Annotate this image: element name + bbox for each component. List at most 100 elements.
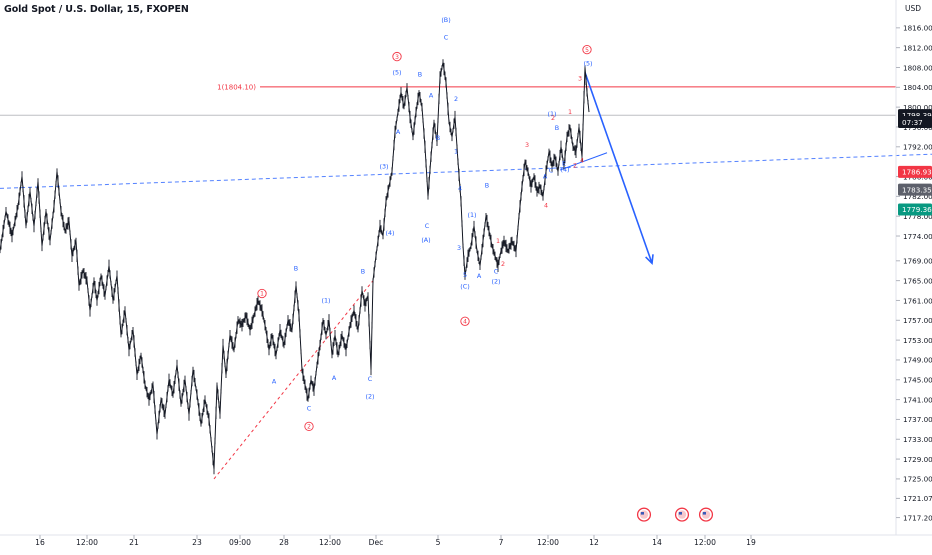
price-axis-label: 1749.00	[903, 356, 932, 365]
wave-label: (5)	[583, 60, 592, 68]
price-axis-label: 1757.00	[903, 316, 932, 325]
price-axis-label: 1808.00	[903, 63, 932, 72]
wave-label: 1	[496, 237, 500, 245]
wave-label: A	[272, 378, 277, 386]
wave-label: E	[562, 160, 566, 168]
wave-label: (1)	[321, 296, 330, 304]
wave-label: B	[294, 265, 298, 273]
wave-label: B	[361, 268, 365, 276]
wave-label: 2	[551, 114, 555, 122]
time-axis-label: 23	[192, 538, 202, 547]
price-axis-label: 1741.00	[903, 395, 932, 404]
wave-label: 5	[463, 271, 467, 279]
time-axis-label: 12	[589, 538, 599, 547]
price-axis-label: 1745.00	[903, 376, 932, 385]
price-badge	[898, 203, 932, 216]
projection-arrow-head	[645, 254, 654, 266]
time-axis-label: 14	[652, 538, 662, 547]
wave-label: C	[425, 222, 430, 230]
wave-label: 4	[580, 157, 584, 165]
price-axis-label: 1804.00	[903, 83, 932, 92]
price-axis-label: 1733.00	[903, 435, 932, 444]
wave-label: C	[368, 375, 373, 383]
circled-wave-label: 4	[463, 318, 467, 325]
wave-label: 1	[454, 148, 458, 156]
price-badge-label: 1783.35	[902, 185, 932, 194]
price-axis-label: 1778.00	[903, 212, 932, 221]
time-axis-label: 12:00	[537, 538, 559, 547]
wave-label: 2	[573, 162, 577, 170]
wave-label: B	[436, 134, 440, 142]
price-axis-label: 1725.00	[903, 475, 932, 484]
price-axis-label: 1753.00	[903, 336, 932, 345]
wave-label: (4)	[385, 229, 394, 237]
wave-label: C	[444, 34, 449, 42]
wave-label: C	[494, 268, 499, 276]
wave-label: 4	[458, 184, 462, 192]
wave-label: 2	[454, 95, 458, 103]
time-axis-label: 16	[35, 538, 45, 547]
wave-label: 3	[457, 244, 461, 252]
time-axis-label: 7	[499, 538, 504, 547]
price-badge-label: 07:37	[902, 118, 923, 127]
circled-wave-marker	[257, 288, 267, 299]
time-axis-label: Dec	[369, 538, 384, 547]
wave-label: B	[555, 124, 559, 132]
price-axis-label: 1800.00	[903, 103, 932, 112]
drawing-layer: 1(1804.10)	[0, 72, 932, 480]
price-badge	[898, 165, 932, 178]
wave-label: 2	[501, 260, 505, 268]
wave-label: 3	[578, 74, 582, 82]
resistance-line-label: 1(1804.10)	[217, 84, 256, 92]
price-axis-label: 1729.00	[903, 455, 932, 464]
wave-label: (4)	[560, 166, 569, 174]
price-axis-label: 1812.00	[903, 43, 932, 52]
wave-label: A	[477, 272, 482, 280]
wave-label: A	[396, 128, 401, 136]
time-axis[interactable]: 16 12:00 21 23 09:00 28 12:00 Dec 5 7 12:00 12 14 12:…	[35, 535, 756, 547]
blue-dashed-trendline	[0, 153, 932, 189]
time-axis-label: 12:00	[319, 538, 341, 547]
time-axis-label: 12:00	[76, 538, 98, 547]
price-axis-label: 1816.00	[903, 24, 932, 33]
circled-wave-label: 3	[395, 54, 399, 61]
time-axis-label: 19	[746, 538, 756, 547]
circled-wave-label: 5	[585, 47, 589, 54]
price-axis-label: 1737.00	[903, 415, 932, 424]
time-axis-label: 5	[436, 538, 441, 547]
time-axis-label: 21	[129, 538, 139, 547]
wave-label: (C)	[460, 283, 469, 291]
red-dashed-support-line	[213, 280, 374, 480]
wave-label: (3)	[379, 163, 388, 171]
price-axis-label: 1792.00	[903, 143, 932, 152]
wave-label: C	[549, 167, 554, 175]
economic-event-icon-canton	[702, 511, 706, 515]
price-axis-label: 1774.00	[903, 232, 932, 241]
price-badge	[898, 116, 932, 129]
wave-label: (2)	[491, 278, 500, 286]
wave-label: (1)	[467, 211, 476, 219]
price-axis-label: 1765.00	[903, 276, 932, 285]
price-axis-label: 1717.20	[903, 513, 932, 522]
circled-wave-marker	[460, 316, 470, 326]
circled-wave-marker	[392, 51, 402, 62]
price-badge-label: 1786.93	[902, 168, 932, 177]
wave-label: (A)	[421, 236, 430, 244]
economic-event-icon-canton	[678, 511, 682, 515]
time-axis-label: 28	[279, 538, 289, 547]
time-axis-label: 09:00	[229, 538, 251, 547]
price-axis-label: 1769.00	[903, 257, 932, 266]
price-axis-label: 1782.00	[903, 192, 932, 201]
circled-wave-marker	[304, 421, 314, 432]
wave-label: (2)	[365, 393, 374, 401]
price-badge-label: 1798.39	[902, 111, 932, 120]
chart-title: Gold Spot / U.S. Dollar, 15, FXOPEN	[4, 4, 189, 15]
price-unit-label: USD	[905, 4, 921, 13]
price-axis-label: 1721.07	[903, 494, 932, 503]
wave-label: (5)	[392, 68, 401, 76]
